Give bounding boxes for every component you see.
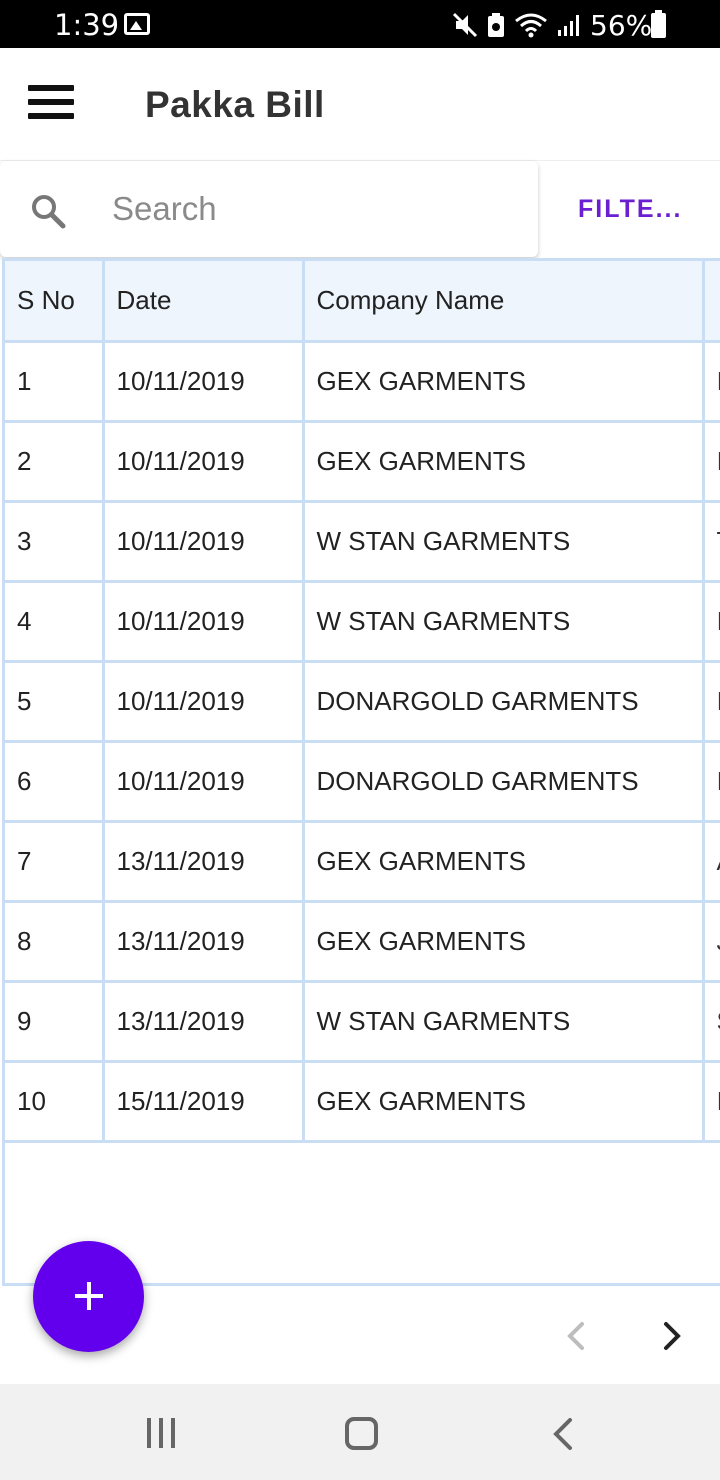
cell-company: GEX GARMENTS (303, 901, 705, 983)
cell-date: 15/11/2019 (103, 1061, 305, 1143)
table-header-row: S No Date Company Name (5, 261, 720, 343)
cell-truncated: I (703, 581, 720, 663)
cell-date: 13/11/2019 (103, 901, 305, 983)
cell-company: W STAN GARMENTS (303, 501, 705, 583)
cell-sno: 6 (5, 741, 105, 823)
mute-icon (452, 12, 478, 38)
table-row[interactable]: 10 15/11/2019 GEX GARMENTS I (5, 1061, 720, 1143)
cell-truncated: I (703, 1061, 720, 1143)
bills-table[interactable]: S No Date Company Name 1 10/11/2019 GEX … (2, 258, 720, 1286)
system-nav-bar (0, 1384, 720, 1480)
search-icon (32, 195, 66, 229)
recent-apps-icon[interactable] (145, 1418, 177, 1448)
cell-sno: 4 (5, 581, 105, 663)
signal-icon (558, 15, 579, 36)
cell-company: DONARGOLD GARMENTS (303, 661, 705, 743)
cell-date: 10/11/2019 (103, 341, 305, 423)
home-icon[interactable] (345, 1417, 378, 1450)
filter-button[interactable]: FILTE... (578, 195, 683, 223)
cell-truncated: J (703, 901, 720, 983)
cell-truncated: A (703, 821, 720, 903)
cell-sno: 3 (5, 501, 105, 583)
column-header-date[interactable]: Date (103, 261, 305, 343)
table-row[interactable]: 1 10/11/2019 GEX GARMENTS I (5, 341, 720, 423)
table-row[interactable]: 2 10/11/2019 GEX GARMENTS I (5, 421, 720, 503)
table-row[interactable]: 4 10/11/2019 W STAN GARMENTS I (5, 581, 720, 663)
cell-date: 13/11/2019 (103, 981, 305, 1063)
table-row[interactable]: 5 10/11/2019 DONARGOLD GARMENTS I (5, 661, 720, 743)
cell-sno: 9 (5, 981, 105, 1063)
cell-truncated: I (703, 661, 720, 743)
cell-date: 13/11/2019 (103, 821, 305, 903)
cell-date: 10/11/2019 (103, 501, 305, 583)
wifi-icon (515, 13, 547, 38)
cell-date: 10/11/2019 (103, 421, 305, 503)
app-bar: Pakka Bill (0, 48, 720, 160)
battery-percentage: 56% (590, 9, 653, 42)
gallery-icon (124, 13, 150, 35)
column-header-sno[interactable]: S No (5, 261, 105, 343)
status-bar: 1:39 56% (0, 0, 720, 48)
cell-truncated: I (703, 741, 720, 823)
cell-company: GEX GARMENTS (303, 821, 705, 903)
cell-truncated: I (703, 421, 720, 503)
battery-icon (651, 10, 666, 38)
column-header-more[interactable] (703, 261, 720, 343)
cell-truncated: T (703, 501, 720, 583)
cell-company: GEX GARMENTS (303, 1061, 705, 1143)
cell-sno: 8 (5, 901, 105, 983)
chevron-right-icon[interactable] (656, 1316, 688, 1356)
table-row[interactable]: 8 13/11/2019 GEX GARMENTS J (5, 901, 720, 983)
cell-sno: 7 (5, 821, 105, 903)
cell-truncated: S (703, 981, 720, 1063)
cell-company: GEX GARMENTS (303, 341, 705, 423)
cell-date: 10/11/2019 (103, 741, 305, 823)
battery-saver-icon (488, 13, 504, 37)
cell-company: DONARGOLD GARMENTS (303, 741, 705, 823)
cell-date: 10/11/2019 (103, 581, 305, 663)
cell-sno: 2 (5, 421, 105, 503)
back-icon[interactable] (548, 1416, 578, 1452)
cell-sno: 1 (5, 341, 105, 423)
page-title: Pakka Bill (145, 84, 325, 125)
cell-company: W STAN GARMENTS (303, 981, 705, 1063)
table-row[interactable]: 6 10/11/2019 DONARGOLD GARMENTS I (5, 741, 720, 823)
status-time: 1:39 (54, 8, 120, 42)
cell-company: GEX GARMENTS (303, 421, 705, 503)
add-bill-button[interactable] (33, 1241, 144, 1352)
table-row[interactable]: 7 13/11/2019 GEX GARMENTS A (5, 821, 720, 903)
cell-date: 10/11/2019 (103, 661, 305, 743)
search-row: FILTE... (0, 160, 720, 258)
cell-sno: 5 (5, 661, 105, 743)
column-header-company[interactable]: Company Name (303, 261, 705, 343)
menu-icon[interactable] (28, 82, 74, 122)
table-row[interactable]: 3 10/11/2019 W STAN GARMENTS T (5, 501, 720, 583)
table-row[interactable]: 9 13/11/2019 W STAN GARMENTS S (5, 981, 720, 1063)
cell-company: W STAN GARMENTS (303, 581, 705, 663)
cell-truncated: I (703, 341, 720, 423)
chevron-left-icon[interactable] (560, 1316, 592, 1356)
status-icons (452, 10, 582, 40)
search-box[interactable] (0, 161, 538, 257)
cell-sno: 10 (5, 1061, 105, 1143)
search-input[interactable] (112, 185, 512, 233)
